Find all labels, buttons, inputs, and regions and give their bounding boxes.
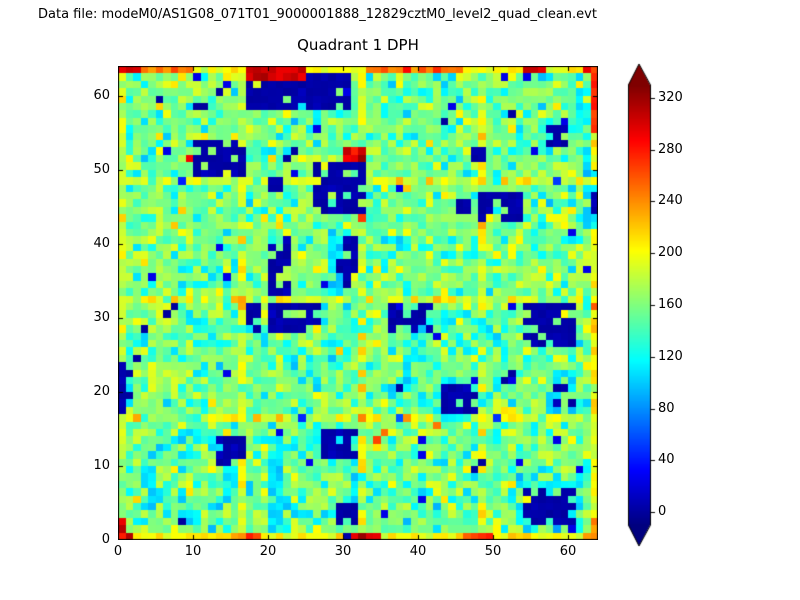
y-tick-label: 30: [93, 309, 110, 325]
y-tick-label: 50: [93, 161, 110, 177]
y-tick-label: 40: [93, 235, 110, 251]
colorbar-tick-label: 200: [658, 245, 683, 261]
plot-title: Quadrant 1 DPH: [297, 36, 419, 54]
x-tick-label: 0: [113, 544, 123, 559]
colorbar-tick-label: 120: [658, 348, 683, 364]
colorbar-tick-label: 160: [658, 297, 683, 312]
y-tick-label: 10: [93, 457, 110, 473]
x-tick-label: 10: [184, 544, 202, 559]
datafile-label: Data file: modeM0/AS1G08_071T01_90000018…: [38, 7, 597, 22]
colorbar-tick-label: 280: [658, 141, 683, 157]
x-tick-label: 40: [409, 544, 427, 559]
y-tick-label: 20: [93, 383, 110, 399]
colorbar-canvas: [627, 63, 657, 547]
colorbar-tick-label: 0: [658, 504, 667, 520]
x-tick-label: 50: [484, 544, 502, 559]
colorbar-tick-label: 40: [658, 452, 675, 468]
x-tick-label: 30: [334, 544, 352, 559]
colorbar-tick-label: 240: [658, 193, 683, 209]
heatmap-canvas: [118, 66, 598, 540]
colorbar-tick-label: 320: [658, 89, 683, 105]
x-tick-label: 20: [259, 544, 277, 559]
y-tick-label: 60: [93, 87, 110, 103]
colorbar-tick-label: 80: [658, 400, 675, 416]
x-tick-label: 60: [559, 544, 577, 559]
y-tick-label: 0: [101, 532, 110, 547]
